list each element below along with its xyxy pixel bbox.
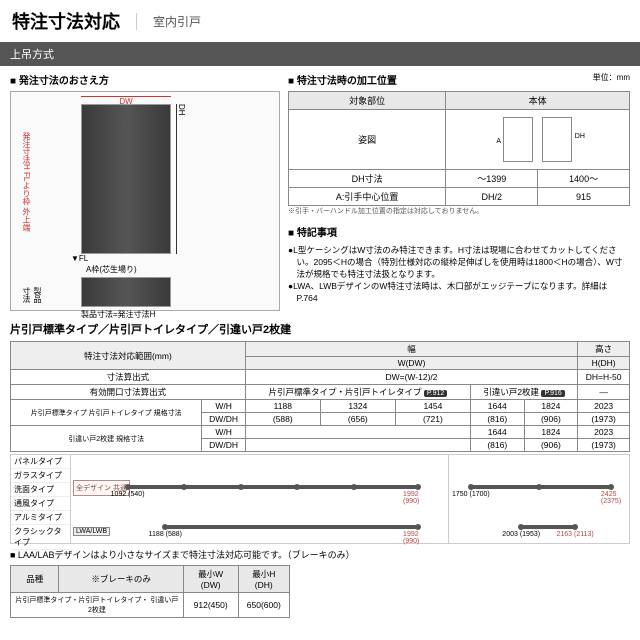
range-chart: パネルタイプ ガラスタイプ 洗面タイプ 通風タイプ アルミタイプ クラシックタイ… (10, 454, 630, 544)
note-1: ●L型ケーシングはW寸法のみ特注できます。H寸法は現場に合わせてカットしてくださ… (288, 245, 630, 281)
w-header: 幅 (245, 342, 577, 357)
th-body: 本体 (446, 92, 630, 110)
w-sub: W(DW) (245, 357, 577, 370)
bottom-caption: 製品寸法=発注寸法H (81, 309, 155, 320)
h-header: 高さ (578, 342, 630, 357)
lwa-tag: LWA/LWB (73, 527, 110, 536)
body-label: 姿図 (289, 110, 446, 170)
dh-label: DH (176, 104, 186, 254)
group1: 片引戸標準タイプ 片引戸トイレタイプ 規格寸法 (11, 400, 202, 426)
machining-table: 対象部位 本体 姿図 A DH DH寸法 ～1399 1400～ (288, 91, 630, 206)
dash: — (578, 385, 630, 400)
mini-door-2: DH (542, 117, 572, 162)
a-dim: A (496, 138, 501, 145)
chart-height-area: 1750 (1700) 2425 (2375) 2003 (1953) 2163… (449, 455, 629, 543)
note-2: ●LWA、LWBデザインのW特注寸法時は、木口部がエッジテープになります。詳細は… (288, 281, 630, 305)
order-dim-header: 発注寸法のおさえ方 (10, 72, 280, 87)
product-dim-label: 製品寸法 (21, 287, 43, 310)
range-label: 特注寸法対応範囲(mm) (11, 342, 246, 370)
page-title: 特注寸法対応 室内引戸 (0, 0, 640, 42)
row1-v1: ～1399 (446, 170, 538, 188)
mini-door-1: A (503, 117, 533, 162)
fl-label: ▼FL (71, 254, 88, 263)
row2-v2: 915 (538, 188, 630, 206)
r-formula: 寸法算出式 (11, 370, 246, 385)
th-part: 対象部位 (289, 92, 446, 110)
h-sub: H(DH) (578, 357, 630, 370)
a-panel-note: A枠(芯生場り) (86, 264, 137, 275)
door-image-2 (81, 277, 171, 307)
machining-header: 特注寸法時の加工位置 (288, 72, 397, 87)
row1-label: DH寸法 (289, 170, 446, 188)
unit-label: 単位：mm (593, 72, 630, 89)
row-wh: W/H (202, 400, 245, 413)
formula-h: DH=H-50 (578, 370, 630, 385)
footer-note: ■ LAA/LABデザインはより小さなサイズまで特注寸法対応可能です。（ブレーキ… (0, 544, 640, 565)
r-valid: 有効開口寸法算出式 (11, 385, 246, 400)
special-notes-list: ●L型ケーシングはW寸法のみ特注できます。H寸法は現場に合わせてカットしてくださ… (288, 245, 630, 304)
chart-width-area: 全デザイン 共通 1092 (540) 1992 (990) 1188 (588… (71, 455, 449, 543)
chart-row-labels: パネルタイプ ガラスタイプ 洗面タイプ 通風タイプ アルミタイプ クラシックタイ… (11, 455, 71, 543)
dimension-diagram: DW DH 発注寸法H FLより枠 外上端 ▼FL A枠(芯生場り) 製品寸法 … (10, 91, 280, 311)
row1-v2: 1400～ (538, 170, 630, 188)
door-image (81, 104, 171, 254)
machining-foot: ※引手・バーハンドル加工位置の指定は対応しておりません。 (288, 206, 630, 216)
special-notes-header: 特記事項 (288, 224, 630, 239)
title-text: 特注寸法対応 (12, 8, 120, 34)
subtitle-text: 室内引戸 (136, 13, 201, 30)
group2: 引違い戸2枚建 規格寸法 (11, 426, 202, 452)
formula-w: DW=(W-12)/2 (245, 370, 577, 385)
dh-dim: DH (575, 133, 585, 140)
vert-label: 発注寸法H FLより枠 外上端 (21, 132, 32, 232)
section-hanging: 上吊方式 (0, 42, 640, 66)
type-title: 片引戸標準タイプ／片引戸トイレタイプ／引違い戸2枚建 (0, 317, 640, 341)
row2-label: A:引手中心位置 (289, 188, 446, 206)
spec-table: 特注寸法対応範囲(mm) 幅 高さ W(DW) H(DH) 寸法算出式 DW=(… (10, 341, 630, 452)
row-dwdh: DW/DH (202, 413, 245, 426)
row2-v1: DH/2 (446, 188, 538, 206)
footer-table: 品種 ※ブレーキのみ 最小W (DW) 最小H (DH) 片引戸標準タイプ・片引… (10, 565, 290, 618)
